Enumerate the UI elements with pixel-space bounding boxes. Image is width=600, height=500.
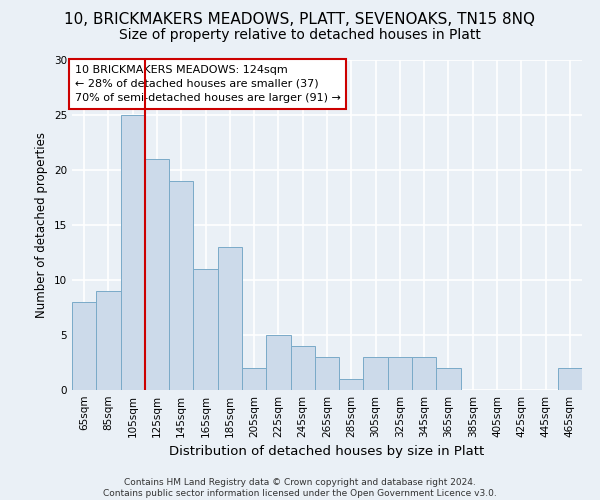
Bar	[558, 368, 582, 390]
Text: 10, BRICKMAKERS MEADOWS, PLATT, SEVENOAKS, TN15 8NQ: 10, BRICKMAKERS MEADOWS, PLATT, SEVENOAK…	[65, 12, 536, 28]
Bar	[96, 291, 121, 390]
Text: Size of property relative to detached houses in Platt: Size of property relative to detached ho…	[119, 28, 481, 42]
X-axis label: Distribution of detached houses by size in Platt: Distribution of detached houses by size …	[169, 446, 485, 458]
Bar	[121, 115, 145, 390]
Bar	[169, 181, 193, 390]
Bar	[145, 159, 169, 390]
Bar	[436, 368, 461, 390]
Bar	[72, 302, 96, 390]
Bar	[218, 247, 242, 390]
Text: 10 BRICKMAKERS MEADOWS: 124sqm
← 28% of detached houses are smaller (37)
70% of : 10 BRICKMAKERS MEADOWS: 124sqm ← 28% of …	[74, 65, 340, 103]
Bar	[193, 269, 218, 390]
Bar	[412, 357, 436, 390]
Bar	[315, 357, 339, 390]
Bar	[339, 379, 364, 390]
Text: Contains HM Land Registry data © Crown copyright and database right 2024.
Contai: Contains HM Land Registry data © Crown c…	[103, 478, 497, 498]
Bar	[266, 335, 290, 390]
Y-axis label: Number of detached properties: Number of detached properties	[35, 132, 49, 318]
Bar	[388, 357, 412, 390]
Bar	[290, 346, 315, 390]
Bar	[364, 357, 388, 390]
Bar	[242, 368, 266, 390]
